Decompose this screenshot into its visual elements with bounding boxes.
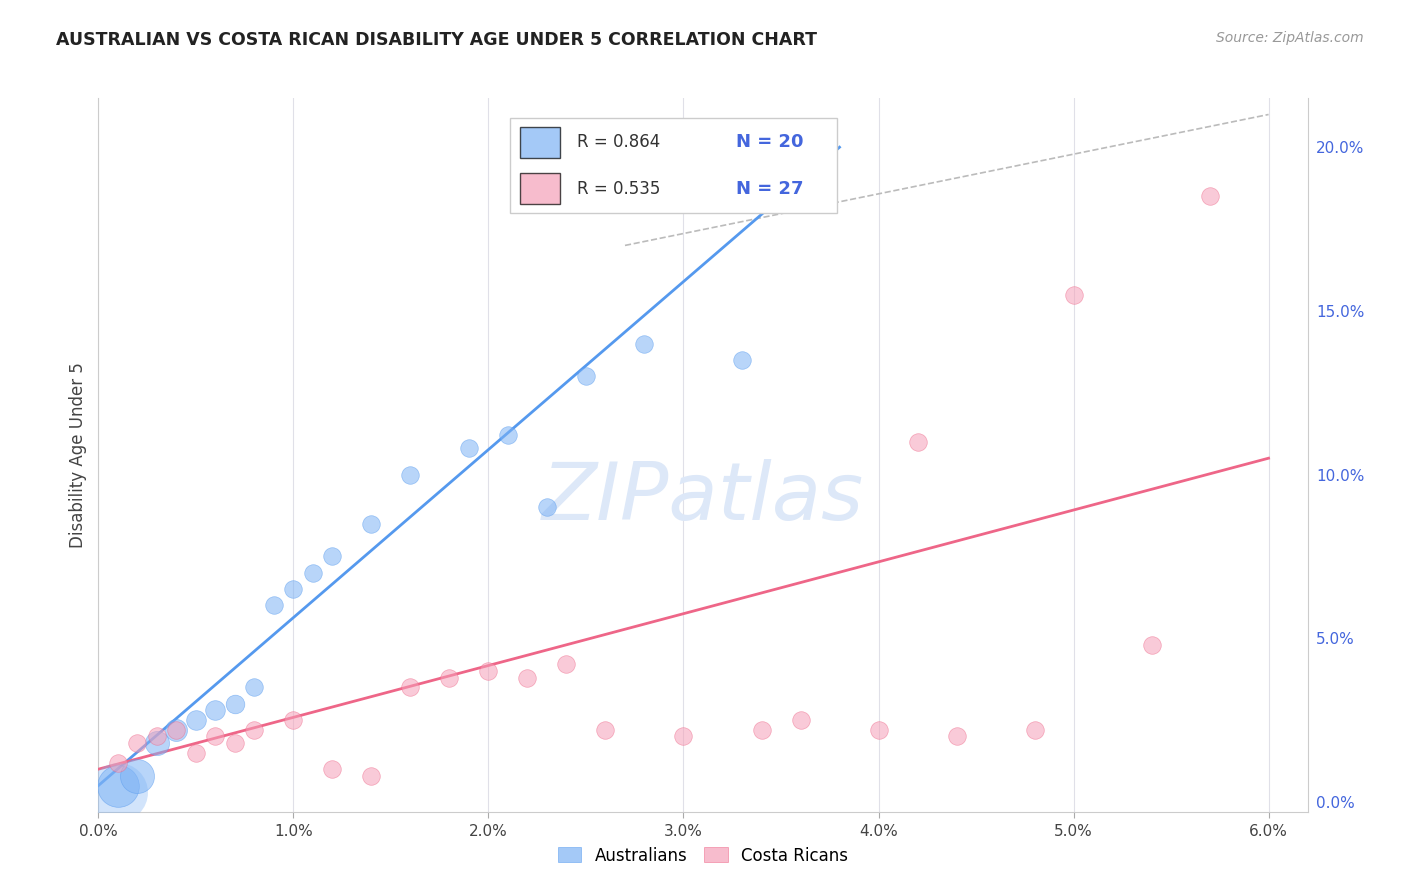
Point: [458, 442, 481, 456]
Point: [399, 467, 422, 482]
Point: [184, 746, 207, 760]
Point: [496, 428, 519, 442]
Point: [672, 730, 695, 744]
Point: [1140, 638, 1163, 652]
Text: N = 27: N = 27: [735, 179, 803, 197]
Point: [907, 434, 929, 449]
Point: [107, 756, 129, 770]
Point: [1063, 287, 1085, 301]
FancyBboxPatch shape: [509, 118, 837, 213]
Text: N = 20: N = 20: [735, 134, 803, 152]
Point: [224, 736, 246, 750]
Point: [575, 369, 598, 384]
Point: [165, 723, 187, 737]
Point: [321, 762, 343, 776]
Point: [263, 599, 285, 613]
Point: [516, 671, 538, 685]
Point: [107, 785, 129, 799]
Point: [1199, 189, 1222, 203]
Point: [360, 769, 382, 783]
Point: [536, 500, 558, 515]
FancyBboxPatch shape: [520, 127, 560, 158]
Point: [945, 730, 967, 744]
Point: [146, 736, 169, 750]
Point: [868, 723, 890, 737]
Y-axis label: Disability Age Under 5: Disability Age Under 5: [69, 362, 87, 548]
Text: Source: ZipAtlas.com: Source: ZipAtlas.com: [1216, 31, 1364, 45]
Point: [477, 664, 499, 678]
Point: [283, 582, 305, 596]
Point: [595, 723, 617, 737]
Legend: Australians, Costa Ricans: Australians, Costa Ricans: [551, 840, 855, 871]
Text: ZIPatlas: ZIPatlas: [541, 458, 865, 537]
Point: [360, 516, 382, 531]
Point: [224, 697, 246, 711]
Point: [127, 769, 149, 783]
Point: [204, 703, 226, 717]
Point: [184, 713, 207, 727]
Text: R = 0.535: R = 0.535: [576, 179, 661, 197]
Point: [399, 681, 422, 695]
Point: [751, 723, 773, 737]
Point: [555, 657, 578, 672]
Point: [789, 713, 811, 727]
Point: [146, 730, 169, 744]
Point: [243, 723, 266, 737]
Point: [165, 723, 187, 737]
Point: [1024, 723, 1046, 737]
Point: [731, 353, 754, 368]
Point: [107, 779, 129, 793]
FancyBboxPatch shape: [520, 173, 560, 204]
Point: [204, 730, 226, 744]
Point: [633, 336, 655, 351]
Text: R = 0.864: R = 0.864: [576, 134, 661, 152]
Point: [283, 713, 305, 727]
Point: [243, 681, 266, 695]
Point: [127, 736, 149, 750]
Point: [302, 566, 325, 580]
Point: [321, 549, 343, 564]
Text: AUSTRALIAN VS COSTA RICAN DISABILITY AGE UNDER 5 CORRELATION CHART: AUSTRALIAN VS COSTA RICAN DISABILITY AGE…: [56, 31, 817, 49]
Point: [439, 671, 461, 685]
